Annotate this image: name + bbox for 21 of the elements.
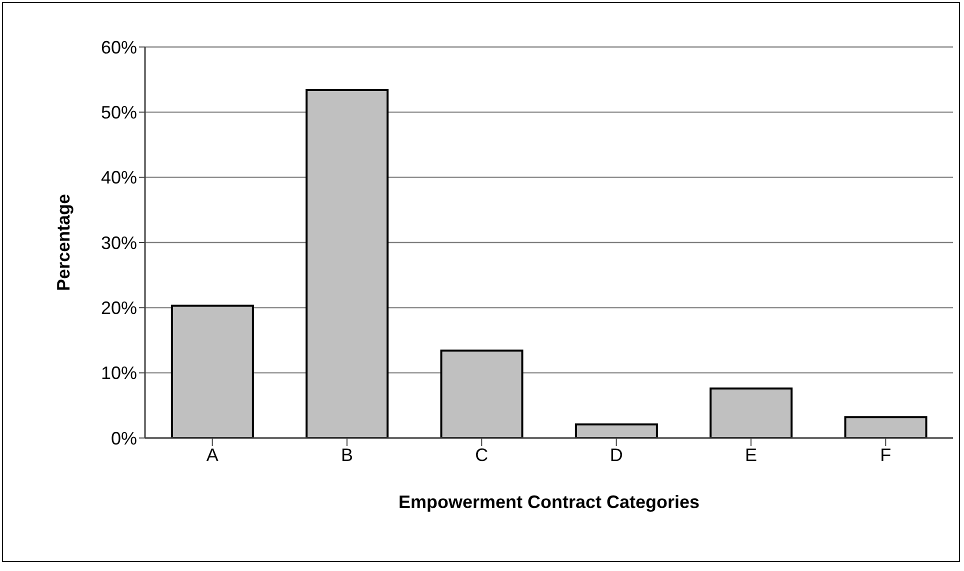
y-tick-label: 60% (100, 37, 137, 58)
bar (844, 416, 928, 438)
x-tick-label: D (610, 444, 623, 465)
bar (440, 350, 524, 438)
bar (574, 423, 658, 438)
x-tick-label: A (206, 444, 218, 465)
x-tick-label: B (340, 444, 354, 465)
y-axis-title: Percentage (53, 194, 74, 292)
x-axis-title: Empowerment Contract Categories (398, 492, 700, 512)
y-tick-label: 0% (110, 428, 137, 448)
bar (306, 89, 389, 438)
y-tick-label: 50% (100, 102, 137, 123)
y-tick-label: 40% (100, 168, 137, 188)
bar (170, 304, 254, 438)
x-tick-label: E (744, 444, 758, 465)
x-tick-label: F (880, 444, 892, 465)
y-tick-label: 20% (100, 298, 137, 318)
y-tick-label: 10% (100, 363, 137, 384)
y-tick-label: 30% (100, 232, 137, 253)
bar (710, 387, 793, 438)
x-tick-label: C (475, 444, 488, 465)
